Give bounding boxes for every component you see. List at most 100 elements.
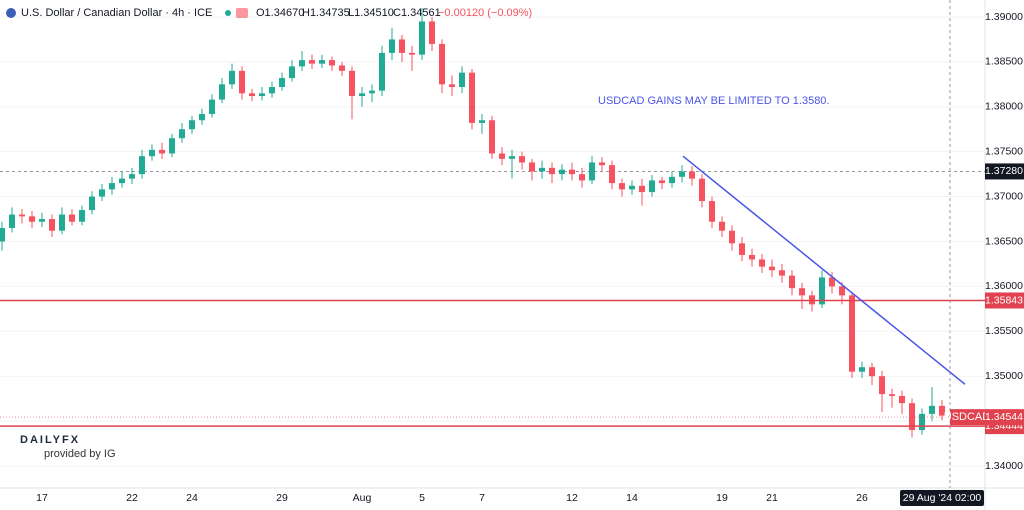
candle-body: [899, 395, 905, 404]
y-tick-label: 1.36000: [985, 280, 1023, 292]
candle-body: [889, 394, 895, 396]
crosshair-box: [985, 163, 1024, 180]
candle-body: [189, 120, 195, 130]
x-tick-label: 5: [419, 492, 425, 504]
ohlc-low: L1.34510: [348, 7, 394, 19]
candle-body: [269, 87, 275, 94]
badge: [236, 8, 248, 18]
candle-body: [609, 165, 615, 184]
candle-body: [549, 167, 555, 175]
candle-body: [309, 60, 315, 64]
candle-body: [79, 210, 85, 222]
candle-body: [599, 162, 605, 166]
flag-icon: [6, 8, 16, 18]
candle-body: [439, 43, 445, 85]
candle-body: [299, 60, 305, 67]
candle-body: [659, 180, 665, 184]
candle-body: [179, 129, 185, 139]
candle-body: [589, 162, 595, 181]
candle-body: [229, 70, 235, 85]
candle-body: [89, 196, 95, 211]
status-dot: [225, 10, 231, 16]
candle-body: [799, 288, 805, 296]
candle-body: [709, 201, 715, 222]
candle-body: [279, 78, 285, 88]
y-tick-label: 1.37000: [985, 190, 1023, 202]
candle-body: [639, 185, 645, 193]
logo: DAILYFX: [20, 434, 80, 446]
candle-body: [0, 228, 5, 242]
candle-body: [49, 219, 55, 231]
chart-title: U.S. Dollar / Canadian Dollar · 4h · ICE: [21, 7, 212, 19]
trendline: [682, 155, 966, 385]
candle-body: [769, 266, 775, 271]
candle-body: [719, 221, 725, 231]
candle-body: [19, 214, 25, 217]
candle-body: [849, 295, 855, 372]
candle-body: [559, 169, 565, 175]
candle-body: [219, 84, 225, 100]
current-label: 1.34544: [985, 411, 1023, 423]
x-tick-label: 14: [626, 492, 638, 504]
annotation: USDCAD GAINS MAY BE LIMITED TO 1.3580.: [598, 95, 829, 107]
candle-body: [689, 171, 695, 179]
candle-body: [169, 138, 175, 154]
y-tick-label: 1.34000: [985, 460, 1023, 472]
level-label: 1.35843: [985, 294, 1023, 306]
candle-body: [839, 286, 845, 296]
candle-body: [669, 176, 675, 184]
candle-body: [569, 169, 575, 175]
candle-body: [209, 99, 215, 114]
candle-body: [349, 70, 355, 97]
candle-body: [249, 93, 255, 97]
candle-body: [679, 171, 685, 177]
y-tick-label: 1.35000: [985, 370, 1023, 382]
candle-body: [929, 405, 935, 414]
crosshair-label: 1.37280: [985, 165, 1023, 177]
candle-body: [59, 214, 65, 231]
x-tick-label: Aug: [353, 492, 372, 504]
x-tick-label: 21: [766, 492, 778, 504]
candle-body: [739, 243, 745, 255]
candle-body: [919, 413, 925, 431]
ohlc-close: C1.34561: [393, 7, 441, 19]
ohlc-open: O1.34670: [256, 7, 304, 19]
marks: [0, 7, 985, 467]
candle-body: [829, 277, 835, 287]
candle-body: [159, 149, 165, 154]
candle-body: [139, 156, 145, 175]
level-box: [985, 292, 1024, 309]
candle-body: [859, 367, 865, 372]
candle-body: [409, 52, 415, 55]
candle-body: [629, 185, 635, 190]
candle-body: [579, 174, 585, 181]
candle-body: [479, 120, 485, 123]
x-tick-label: 7: [479, 492, 485, 504]
candle-body: [289, 66, 295, 79]
x-tick-label: 19: [716, 492, 728, 504]
candle-body: [909, 403, 915, 431]
ohlc-high: H1.34735: [302, 7, 350, 19]
x-tick-label: 12: [566, 492, 578, 504]
candle-body: [109, 183, 115, 190]
candle-body: [499, 153, 505, 159]
candle-body: [239, 70, 245, 94]
candle-body: [939, 405, 945, 416]
y-tick-label: 1.38000: [985, 101, 1023, 113]
candle-body: [459, 72, 465, 88]
candle-body: [329, 60, 335, 66]
current-name-box: [950, 409, 985, 426]
candle-body: [759, 259, 765, 267]
candle-body: [869, 367, 875, 377]
candle-body: [789, 275, 795, 289]
candle-body: [319, 60, 325, 64]
candle-body: [119, 178, 125, 184]
y-tick-label: 1.39000: [985, 11, 1023, 23]
x-label-box: [900, 490, 984, 506]
ohlc-change: −0.00120 (−0.09%): [438, 7, 532, 19]
candle-body: [619, 183, 625, 190]
candle-body: [429, 21, 435, 44]
candle-body: [389, 39, 395, 53]
